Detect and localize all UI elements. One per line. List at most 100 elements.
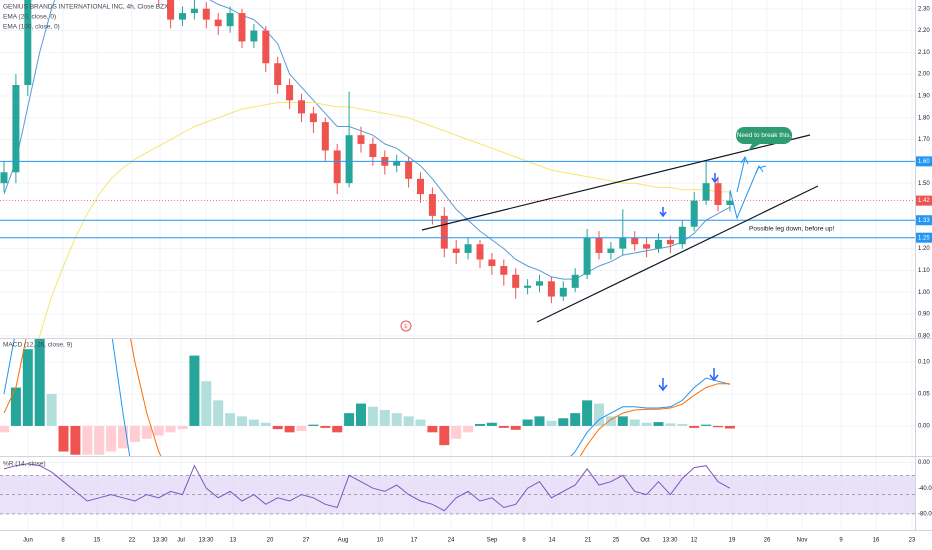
candle-body [12,85,20,173]
macd-histogram-bar [367,406,378,426]
y-tick-label: 2.30 [918,6,930,12]
macd-histogram-bar [582,400,593,426]
price-pane [0,0,915,338]
macd-histogram-bar [724,425,735,429]
x-tick-label: 13:30 [662,538,678,544]
macd-histogram-bar [415,419,426,426]
macd-histogram-bar [82,425,93,455]
y-tick-label: 2.10 [918,50,930,56]
candle-body [214,19,222,27]
y-tick-label: 1.90 [918,94,930,100]
level-label: 1.60 [918,159,930,165]
candle-body [357,135,365,144]
macd-histogram-bar [189,355,200,426]
candle-body [333,150,341,184]
x-tick-label: Aug [338,538,349,544]
macd-histogram-bar [46,393,57,426]
macd-histogram-bar [522,419,533,426]
x-tick-label: 10 [377,538,384,544]
macd-histogram-bar [463,425,474,433]
y-tick-label: -80.00 [918,511,932,517]
macd-histogram-bar [605,416,616,426]
macd-histogram-bar [296,425,307,432]
macd-histogram-bar [141,425,152,439]
macd-histogram-bar [260,422,271,426]
ema-line [38,102,730,338]
earnings-label: E [404,324,408,330]
candle-body [512,274,520,288]
candle-body [226,13,234,27]
projection-path [729,165,767,220]
macd-histogram-bar [427,425,438,433]
y-tick-label: 1.70 [918,137,930,143]
x-tick-label: 8 [61,538,65,544]
macd-histogram-bar [320,425,331,428]
level-label: 1.25 [918,235,930,241]
candle-body [345,135,353,184]
y-tick-label: 2.20 [918,28,930,34]
x-tick-label: 13:30 [198,538,214,544]
macd-histogram-bar [118,425,128,449]
last-price-box [915,195,932,206]
candle-body [714,183,722,205]
candle-body [690,200,698,227]
candle-body [547,281,555,297]
macd-histogram-bar [439,425,450,446]
macd-histogram-bar [332,425,343,433]
macd-histogram-bar [272,425,283,430]
macd-histogram-bar [510,425,521,430]
x-tick-label: 21 [585,538,592,544]
candle-body [262,30,270,64]
macd-histogram-bar [498,425,509,428]
pane-title: MACD (12, 26, close, 9) [3,342,72,349]
x-tick-label: Jun [23,538,33,544]
y-tick-label: 1.10 [918,268,930,274]
williams-pane [0,463,915,515]
callout-text: Need to break this. [737,132,792,139]
candle-body [202,8,210,20]
y-tick-label: 1.00 [918,290,930,296]
macd-histogram-bar [70,425,81,455]
y-tick-label: 1.50 [918,181,930,187]
candle-body [298,100,305,114]
macd-histogram-bar [344,413,355,426]
macd-histogram-bar [713,425,723,428]
macd-histogram-bar [594,403,604,426]
macd-histogram-bar [653,422,664,426]
macd-histogram-bar [201,381,212,426]
drawings: Need to break this. Possible leg down, b… [400,127,834,392]
candle-body [452,248,460,253]
level-label-box [915,156,932,167]
x-tick-label: 22 [129,538,136,544]
macd-histogram-bar [165,425,176,433]
macd-histogram-bar [248,419,259,426]
macd-histogram-bar [486,422,497,426]
x-tick-label: 27 [303,538,310,544]
candle-body [488,259,496,267]
macd-histogram-bar [677,424,688,426]
macd-histogram-bar [701,424,712,426]
macd-histogram-bar [546,420,557,426]
candle-body [417,178,424,195]
candle-body [678,226,686,245]
x-tick-label: 13 [230,538,237,544]
macd-histogram-bar [237,416,247,426]
y-tick-label: 0.00 [918,424,930,430]
y-tick-label: 0.10 [918,360,930,366]
candle-body [179,13,186,20]
macd-histogram-bar [403,416,414,426]
x-tick-label: 23 [909,538,916,544]
candle-body [321,122,329,151]
callout-bubble [736,127,792,144]
macd-line [3,339,731,456]
level-label-box [915,232,932,243]
x-tick-label: 26 [764,538,771,544]
candle-body [24,0,32,86]
x-tick-label: 25 [613,538,620,544]
macd-histogram-bar [641,422,652,426]
chart-title: GENIUS BRANDS INTERNATIONAL INC, 4h, Clo… [3,4,169,11]
macd-histogram-bar [534,416,545,426]
macd-histogram-bar [22,349,33,426]
